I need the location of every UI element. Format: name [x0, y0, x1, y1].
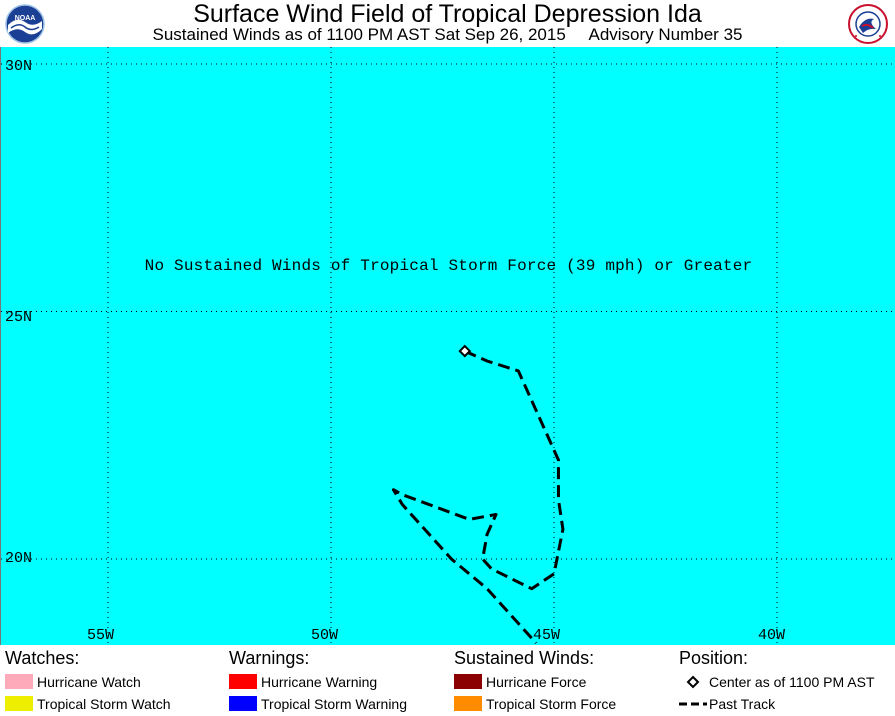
hurricane-warning-swatch [229, 674, 257, 689]
wind-field-map: 30N 25N 20N 55W 50W 45W 40W No Sustained… [0, 47, 895, 645]
header: NOAA Surface Wind Field of Tropical Depr… [0, 0, 895, 47]
graticule [1, 47, 895, 645]
lon-label-55w: 55W [87, 627, 115, 644]
legend-label: Tropical Storm Force [486, 696, 617, 712]
legend-heading-sustained-winds: Sustained Winds: [454, 648, 595, 668]
map-subtitle: Sustained Winds as of 1100 PM AST Sat Se… [152, 25, 743, 44]
legend-label: Tropical Storm Warning [261, 696, 408, 712]
nws-logo [848, 4, 888, 44]
dashed-line-icon [679, 702, 707, 706]
map-title: Surface Wind Field of Tropical Depressio… [193, 0, 702, 28]
noaa-logo: NOAA [5, 4, 45, 44]
legend-heading-position: Position: [679, 648, 749, 668]
legend-label: Hurricane Watch [37, 674, 141, 690]
tropical-storm-force-swatch [454, 696, 482, 711]
legend-heading-watches: Watches: [5, 648, 80, 668]
center-diamond-icon [458, 344, 472, 358]
legend-heading-warnings: Warnings: [229, 648, 310, 668]
legend-sustained-winds: Sustained Winds: Hurricane Force Tropica… [454, 648, 669, 712]
legend-label: Tropical Storm Watch [37, 696, 171, 712]
diamond-icon [686, 675, 700, 689]
legend-label: Center as of 1100 PM AST [709, 674, 875, 690]
tropical-storm-warning-swatch [229, 696, 257, 711]
legend: Watches: Hurricane Watch Tropical Storm … [0, 645, 895, 716]
past-track-line [391, 349, 565, 645]
no-winds-notice: No Sustained Winds of Tropical Storm For… [144, 257, 753, 275]
lat-label-20n: 20N [5, 550, 33, 567]
lon-label-50w: 50W [311, 627, 339, 644]
hurricane-watch-swatch [5, 674, 33, 689]
storm-center-marker [458, 344, 472, 358]
lon-label-40w: 40W [758, 627, 786, 644]
legend-warnings: Warnings: Hurricane Warning Tropical Sto… [229, 648, 444, 712]
legend-label: Hurricane Force [486, 674, 587, 690]
hurricane-force-swatch [454, 674, 482, 689]
map-canvas [1, 47, 895, 645]
legend-label: Past Track [709, 696, 776, 712]
legend-watches: Watches: Hurricane Watch Tropical Storm … [5, 648, 215, 712]
lon-label-45w: 45W [533, 627, 561, 644]
lat-label-30n: 30N [5, 58, 33, 75]
svg-text:NOAA: NOAA [15, 15, 36, 22]
tropical-storm-watch-swatch [5, 696, 33, 711]
legend-position: Position: Center as of 1100 PM AST Past … [679, 648, 891, 712]
past-track-path [391, 349, 565, 645]
legend-label: Hurricane Warning [261, 674, 378, 690]
lat-label-25n: 25N [5, 309, 33, 326]
